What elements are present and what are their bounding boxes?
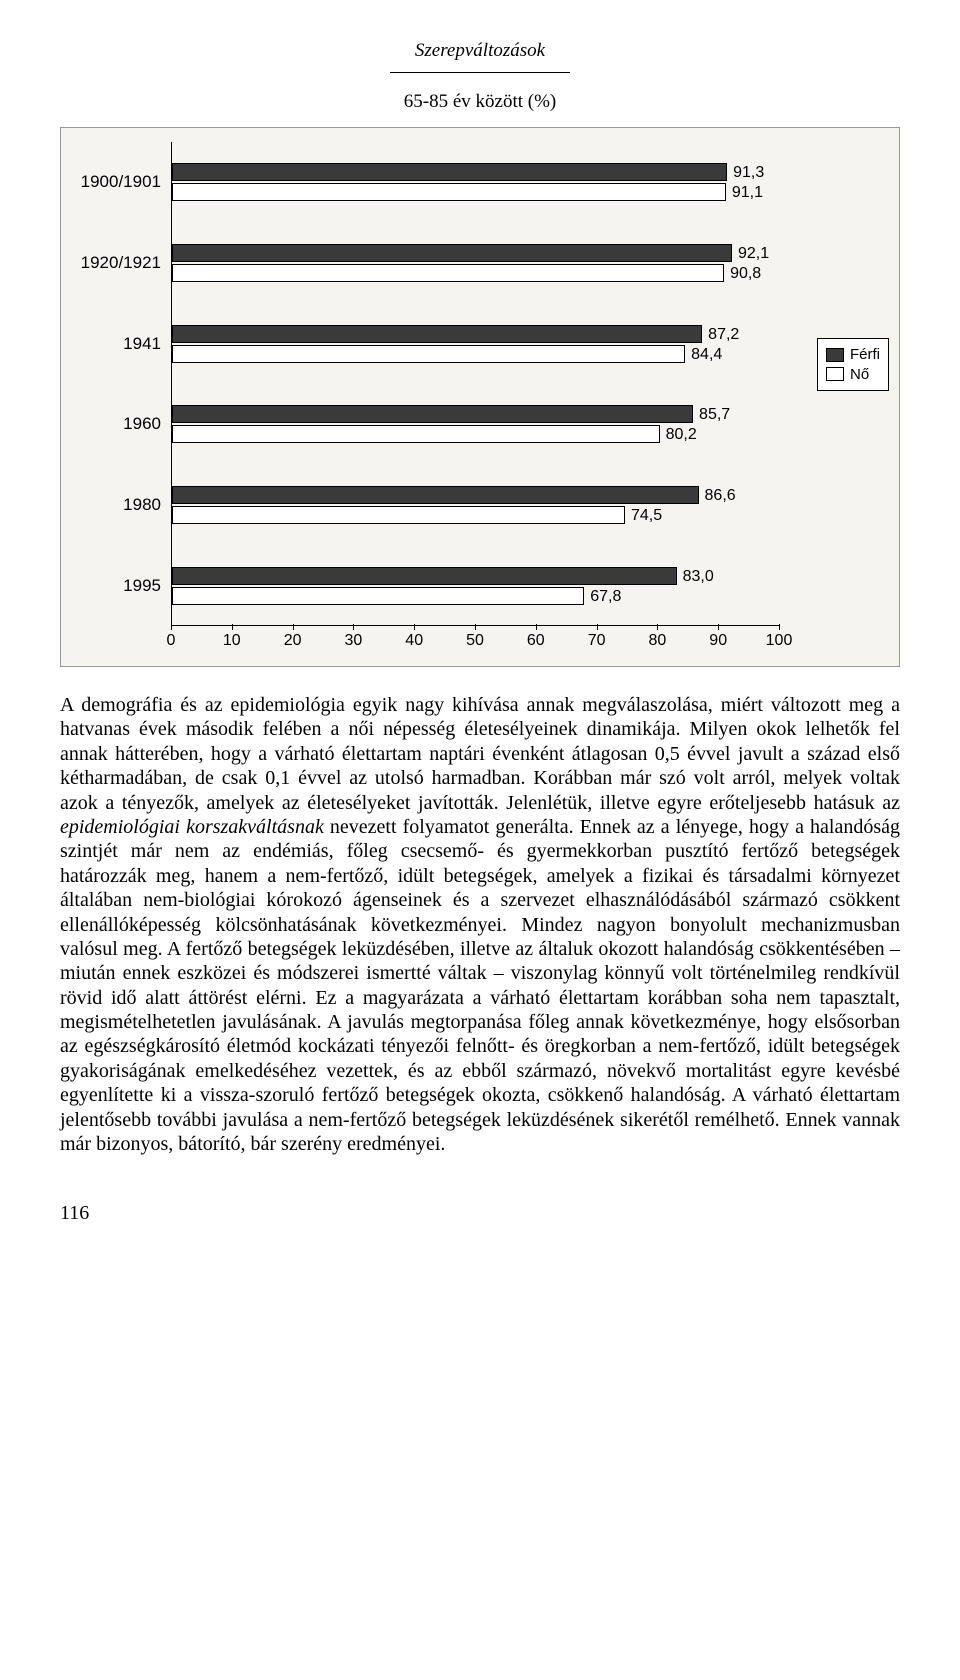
- bar-male: [172, 567, 677, 585]
- x-tick-label: 40: [405, 632, 423, 650]
- body-paragraph: A demográfia és az epidemiológia egyik n…: [60, 693, 900, 1156]
- paragraph-text-1: A demográfia és az epidemiológia egyik n…: [60, 694, 900, 814]
- legend-item-female: Nő: [826, 365, 880, 385]
- bar-female: [172, 587, 584, 605]
- bar-male: [172, 244, 732, 262]
- x-tick-mark: [475, 624, 476, 630]
- chart-caption: 65-85 év között (%): [60, 91, 900, 113]
- bar-male: [172, 405, 693, 423]
- bar-value-female: 91,1: [732, 184, 763, 202]
- y-axis-category-label: 1960: [65, 414, 161, 434]
- chart-legend: Férfi Nő: [817, 338, 889, 391]
- x-tick-label: 50: [466, 632, 484, 650]
- y-axis-category-label: 1941: [65, 334, 161, 354]
- x-axis: 0102030405060708090100: [171, 630, 779, 654]
- paragraph-emphasis: epidemiológiai korszakváltásnak: [60, 816, 324, 838]
- bar-male: [172, 163, 727, 181]
- x-tick-label: 10: [223, 632, 241, 650]
- bar-value-male: 83,0: [683, 568, 714, 586]
- legend-item-male: Férfi: [826, 345, 880, 365]
- x-tick-mark: [536, 624, 537, 630]
- y-axis-category-label: 1920/1921: [65, 253, 161, 273]
- running-head: Szerepváltozások: [60, 40, 900, 62]
- bar-male: [172, 486, 699, 504]
- bar-female: [172, 345, 685, 363]
- bar-value-male: 86,6: [705, 487, 736, 505]
- bar-female: [172, 183, 726, 201]
- plot-area: 91,3 91,1 92,1 90,8 87,2 84,4 85,780,2 86,6 74,5…: [171, 142, 779, 626]
- bar-value-male: 92,1: [738, 245, 769, 263]
- running-head-rule: [390, 72, 570, 73]
- bar-value-female: 90,8: [730, 265, 761, 283]
- x-tick-mark: [779, 624, 780, 630]
- x-tick-mark: [718, 624, 719, 630]
- legend-label-female: Nő: [850, 365, 869, 385]
- legend-label-male: Férfi: [850, 345, 880, 365]
- bar-value-male: 91,3: [733, 164, 764, 182]
- bar-value-female: 80,2: [666, 426, 697, 444]
- bar-value-female: 74,5: [631, 507, 662, 525]
- legend-swatch-male: [826, 348, 844, 362]
- bar-value-female: 67,8: [590, 588, 621, 606]
- bar-female: [172, 264, 724, 282]
- x-tick-mark: [293, 624, 294, 630]
- y-axis-category-label: 1980: [65, 495, 161, 515]
- x-tick-mark: [232, 624, 233, 630]
- bar-male: [172, 325, 702, 343]
- x-tick-label: 20: [284, 632, 302, 650]
- x-tick-label: 60: [527, 632, 545, 650]
- bar-female: [172, 506, 625, 524]
- bar-female: [172, 425, 660, 443]
- x-tick-label: 0: [167, 632, 176, 650]
- y-axis-category-label: 1995: [65, 576, 161, 596]
- x-tick-label: 30: [344, 632, 362, 650]
- page-number: 116: [60, 1202, 900, 1225]
- mortality-chart: 91,3 91,1 92,1 90,8 87,2 84,4 85,780,2 86,6 74,5…: [60, 127, 900, 667]
- bar-value-female: 84,4: [691, 346, 722, 364]
- x-tick-mark: [171, 624, 172, 630]
- x-tick-mark: [414, 624, 415, 630]
- x-tick-label: 70: [588, 632, 606, 650]
- y-axis-category-label: 1900/1901: [65, 172, 161, 192]
- x-tick-label: 90: [709, 632, 727, 650]
- x-tick-mark: [597, 624, 598, 630]
- paragraph-text-2: nevezett folyamatot generálta. Ennek az …: [60, 816, 900, 1155]
- legend-swatch-female: [826, 367, 844, 381]
- x-tick-mark: [353, 624, 354, 630]
- x-tick-label: 100: [766, 632, 793, 650]
- x-tick-mark: [657, 624, 658, 630]
- bar-value-male: 87,2: [708, 326, 739, 344]
- x-tick-label: 80: [648, 632, 666, 650]
- bar-value-male: 85,7: [699, 406, 730, 424]
